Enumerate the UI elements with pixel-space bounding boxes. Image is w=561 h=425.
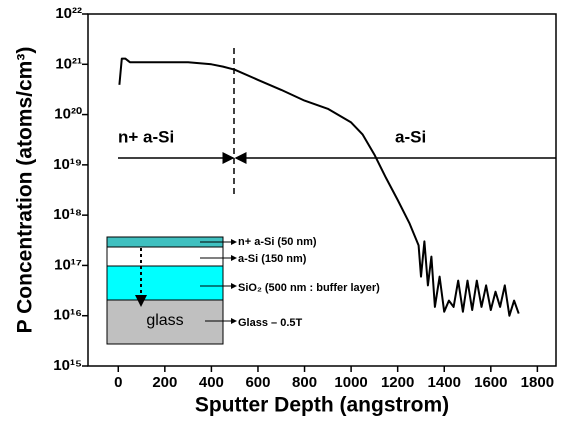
x-tick-label: 800 — [292, 374, 317, 391]
x-tick-label: 1400 — [428, 374, 461, 391]
annotation: n+ a-Si — [118, 127, 174, 146]
y-tick-label: 10¹⁷ — [54, 256, 82, 273]
x-tick-label: 200 — [152, 374, 177, 391]
x-tick-label: 600 — [245, 374, 270, 391]
inset-label: SiO₂ (500 nm : buffer layer) — [238, 282, 380, 294]
y-tick-label: 10¹⁶ — [53, 307, 82, 324]
inset-label: n+ a-Si (50 nm) — [238, 236, 317, 248]
data-line — [118, 57, 520, 317]
y-tick-label: 10²¹ — [55, 55, 82, 72]
y-axis-title: P Concentration (atoms/cm³) — [14, 47, 37, 334]
annotation: a-Si — [395, 127, 426, 146]
y-tick-label: 10¹⁵ — [53, 357, 82, 374]
layer — [106, 299, 224, 345]
y-tick-label: 10²² — [55, 5, 82, 22]
x-tick-label: 1800 — [521, 374, 554, 391]
y-tick-label: 10²⁰ — [54, 106, 82, 123]
layer — [106, 265, 224, 301]
y-tick-label: 10¹⁹ — [53, 156, 82, 173]
x-tick-label: 1600 — [474, 374, 507, 391]
inset-label: glass — [146, 312, 183, 329]
x-tick-label: 400 — [199, 374, 224, 391]
layer — [106, 246, 224, 267]
x-axis-title: Sputter Depth (angstrom) — [195, 394, 449, 417]
x-tick-label: 0 — [114, 374, 122, 391]
inset-label: Glass – 0.5T — [238, 317, 302, 329]
plot-frame — [87, 13, 557, 367]
inset-diagram: n+ a-Si (50 nm) a-Si (150 nm) SiO₂ (500 … — [106, 236, 380, 345]
inset-label: a-Si (150 nm) — [238, 253, 307, 265]
x-tick-label: 1200 — [381, 374, 414, 391]
y-tick-label: 10¹⁸ — [53, 206, 82, 223]
x-tick-label: 1000 — [334, 374, 367, 391]
